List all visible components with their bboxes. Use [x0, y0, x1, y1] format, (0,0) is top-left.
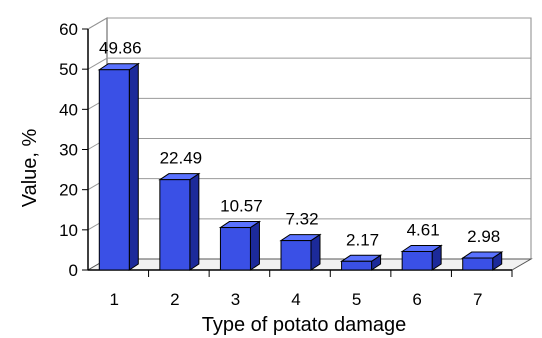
bar-front	[98, 69, 130, 271]
data-label: 49.86	[99, 39, 142, 58]
bar-front	[219, 227, 251, 271]
data-label: 10.57	[220, 197, 263, 216]
x-tick-label: 7	[473, 290, 482, 309]
bar-front	[462, 257, 494, 271]
x-tick-label: 3	[231, 290, 240, 309]
bar	[97, 62, 140, 271]
y-tick-label: 50	[59, 60, 78, 79]
bar-side	[189, 172, 200, 271]
bar	[218, 220, 262, 271]
bar-side	[128, 62, 139, 271]
y-tick-label: 40	[59, 100, 78, 119]
gridline	[87, 17, 531, 30]
x-axis-ticks: 1 2 3 4 5 6 7	[88, 269, 513, 309]
bar-side	[249, 220, 260, 271]
x-tick-label: 4	[291, 290, 300, 309]
bar-front	[401, 250, 433, 271]
bars	[97, 62, 504, 271]
data-label: 4.61	[407, 220, 440, 239]
bar-front	[341, 260, 373, 271]
data-label: 2.17	[346, 230, 379, 249]
value-labels: 49.86 22.49 10.57 7.32 2.17 4.61 2.98	[99, 39, 500, 250]
bar	[400, 244, 443, 271]
y-tick-label: 60	[59, 20, 78, 39]
y-axis-ticks: 0 10 20 30 40 50 60	[59, 20, 89, 280]
bar	[339, 254, 383, 271]
x-tick-label: 6	[412, 290, 421, 309]
x-tick-label: 1	[110, 290, 119, 309]
bar-front	[280, 240, 312, 271]
data-label: 2.98	[467, 227, 500, 246]
y-axis-label: Value, %	[19, 129, 41, 208]
y-tick-label: 20	[59, 181, 78, 200]
x-tick-label: 2	[170, 290, 179, 309]
bar	[279, 233, 322, 271]
x-axis-label: Type of potato damage	[202, 314, 407, 336]
data-label: 7.32	[285, 210, 318, 229]
gridline	[87, 57, 531, 70]
y-tick-label: 30	[59, 141, 78, 160]
bar	[158, 172, 201, 271]
x-tick-label: 5	[352, 290, 361, 309]
bar	[461, 251, 504, 271]
chart-walls	[86, 17, 533, 271]
data-label: 22.49	[160, 149, 203, 168]
y-tick-label: 10	[59, 221, 78, 240]
bar-front	[159, 179, 191, 271]
y-tick-label: 0	[69, 261, 78, 280]
